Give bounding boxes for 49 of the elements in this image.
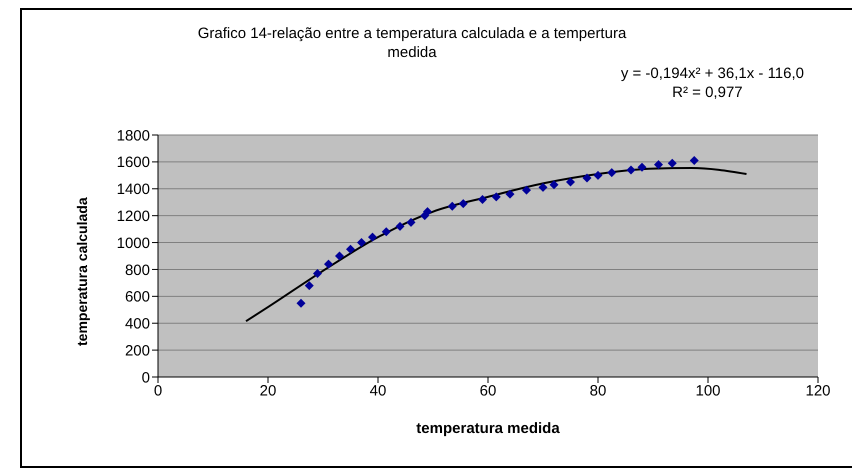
point xyxy=(335,252,344,260)
y-tick-label: 800 xyxy=(124,262,150,279)
point xyxy=(668,158,677,168)
point xyxy=(406,218,416,227)
point xyxy=(304,281,314,290)
x-tick-label: 0 xyxy=(154,382,162,400)
y-tick-label: 1400 xyxy=(116,181,150,198)
y-tick-label: 1800 xyxy=(116,127,150,144)
point xyxy=(566,178,575,187)
text: y = -0,194x² + 36,1x - 116,0 xyxy=(620,64,804,83)
point xyxy=(346,244,355,254)
point xyxy=(368,232,377,242)
y-axis-title: temperatura calculada xyxy=(74,197,90,346)
point xyxy=(522,186,531,195)
point xyxy=(492,192,501,202)
point xyxy=(654,160,663,170)
y-tick-label: 0 xyxy=(142,369,150,386)
point xyxy=(538,182,548,192)
y-tick-label: 1000 xyxy=(116,234,150,252)
point xyxy=(690,156,699,166)
point xyxy=(607,168,616,178)
point xyxy=(478,195,487,204)
point xyxy=(638,162,646,172)
point xyxy=(506,190,514,199)
point xyxy=(357,238,366,248)
y-tick-label: 1200 xyxy=(116,208,150,225)
y-tick-label: 600 xyxy=(124,288,150,306)
point xyxy=(396,222,404,231)
x-axis-title: temperatura medida xyxy=(416,420,560,437)
point xyxy=(296,298,306,308)
x-tick-label: 100 xyxy=(695,382,721,400)
text: R² = 0,977 xyxy=(671,83,744,102)
point xyxy=(626,165,636,174)
point xyxy=(594,170,602,180)
x-tick-label: 120 xyxy=(805,382,831,400)
y-tick-label: 1600 xyxy=(116,154,150,172)
x-tick-label: 20 xyxy=(260,382,276,400)
x-tick-label: 60 xyxy=(480,382,496,400)
y-tick-label: 400 xyxy=(124,316,150,333)
point xyxy=(458,199,468,208)
point xyxy=(448,202,457,211)
point xyxy=(582,174,592,183)
y-tick-label: 200 xyxy=(124,342,150,360)
point xyxy=(324,260,333,269)
point xyxy=(382,227,391,236)
point xyxy=(550,180,558,190)
x-tick-label: 40 xyxy=(370,382,386,400)
x-tick-label: 80 xyxy=(590,382,606,400)
point xyxy=(313,268,322,278)
